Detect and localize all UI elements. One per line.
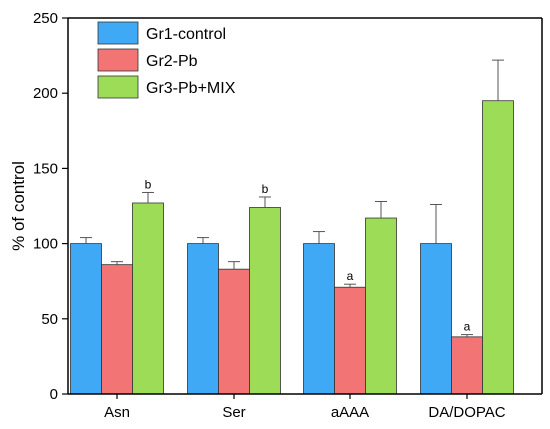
legend-entry: Gr1-control <box>97 21 226 45</box>
error-bars-layer <box>80 59 504 337</box>
bar-gr3-pb-mix-aaaa <box>365 217 397 395</box>
y-ticks-layer: 0 50 100 150 200 250 <box>33 10 68 403</box>
error-bar <box>375 200 387 219</box>
y-tick-label: 50 <box>41 311 58 328</box>
bar-gr1-control-ser <box>187 243 219 395</box>
legend-label: Gr3-Pb+MIX <box>146 80 236 97</box>
y-tick-label: 0 <box>50 386 58 403</box>
bar-gr2-pb-aaaa <box>334 286 366 395</box>
bar-gr3-pb-mix-da-dopac <box>482 100 514 395</box>
legend-label: Gr2-Pb <box>146 53 198 70</box>
y-tick-label: 250 <box>33 10 58 27</box>
error-bar <box>142 191 154 203</box>
legend-entry: Gr3-Pb+MIX <box>97 75 236 99</box>
significance-label: a <box>347 269 354 283</box>
significance-label: b <box>145 177 152 191</box>
error-bar <box>430 203 442 244</box>
error-bar <box>80 237 92 244</box>
error-bar <box>313 231 325 244</box>
bar-gr1-control-aaaa <box>303 243 335 395</box>
error-bar <box>111 261 123 265</box>
legend-entry: Gr2-Pb <box>97 48 198 72</box>
y-tick-label: 200 <box>33 85 58 102</box>
bar-gr1-control-asn <box>70 243 102 395</box>
bar-gr2-pb-da-dopac <box>451 336 483 395</box>
y-axis-title: % of control <box>9 161 28 251</box>
legend-swatch <box>97 75 139 99</box>
y-tick-label: 100 <box>33 236 58 253</box>
x-tick-label: aAAA <box>331 404 369 421</box>
bar-gr2-pb-asn <box>101 264 133 395</box>
significance-label: b <box>262 182 269 196</box>
error-bar <box>197 237 209 244</box>
x-tick-label: DA/DOPAC <box>428 404 505 421</box>
y-tick-label: 150 <box>33 160 58 177</box>
legend-swatch <box>97 48 139 72</box>
bar-gr3-pb-mix-asn <box>132 202 164 395</box>
error-bar <box>461 334 473 337</box>
legend: Gr1-control Gr2-Pb Gr3-Pb+MIX <box>97 21 236 99</box>
x-tick-label: Ser <box>222 404 245 421</box>
bar-gr3-pb-mix-ser <box>249 207 281 395</box>
error-bar <box>344 283 356 288</box>
significance-label: a <box>464 320 471 334</box>
bar-gr2-pb-ser <box>218 268 250 395</box>
x-ticks-layer: Asn Ser aAAA DA/DOPAC <box>104 394 506 421</box>
legend-swatch <box>97 21 139 45</box>
error-bar <box>492 59 504 101</box>
bar-gr1-control-da-dopac <box>420 243 452 395</box>
error-bar <box>259 196 271 208</box>
legend-label: Gr1-control <box>146 26 226 43</box>
error-bar <box>228 261 240 270</box>
x-tick-label: Asn <box>104 404 130 421</box>
significance-labels-layer: b b a a <box>145 177 471 333</box>
bars-layer <box>70 100 514 395</box>
axes-layer <box>67 17 543 395</box>
